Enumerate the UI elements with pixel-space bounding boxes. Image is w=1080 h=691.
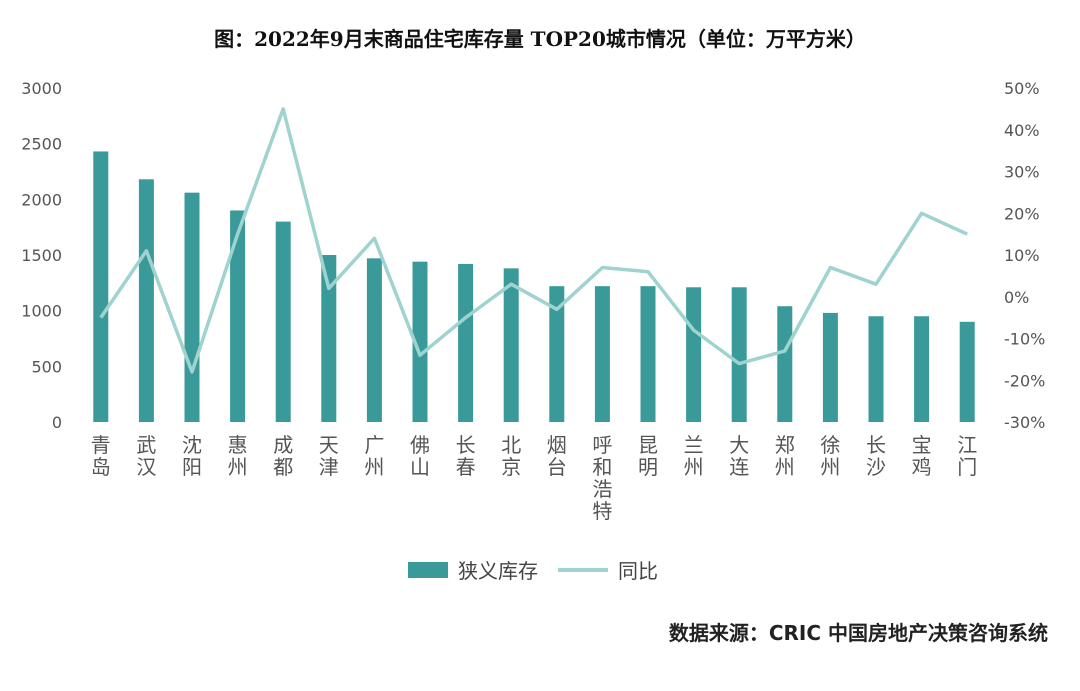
y-left-tick-label: 500	[31, 357, 62, 376]
y-right-tick-label: 0%	[1004, 288, 1029, 307]
y-left-tick-label: 0	[52, 413, 62, 432]
category-label: 成都	[273, 433, 293, 479]
bar	[275, 221, 291, 422]
bar	[914, 316, 930, 422]
category-label: 呼和浩特	[592, 433, 612, 523]
y-axis-right: -30% -20% -10% 0% 10% 20% 30% 40% 50%	[1004, 79, 1045, 432]
legend-line-label: 同比	[618, 559, 658, 583]
y-left-tick-label: 1000	[21, 302, 62, 321]
bar	[412, 261, 428, 422]
bar	[230, 210, 246, 422]
y-left-tick-label: 3000	[21, 79, 62, 98]
line-series	[99, 107, 968, 374]
bar	[777, 306, 793, 422]
y-right-tick-label: -30%	[1004, 413, 1045, 432]
y-left-tick-label: 2000	[21, 190, 62, 209]
bar	[594, 286, 610, 422]
category-label: 江门	[957, 433, 977, 479]
series-line-yoy	[99, 107, 968, 374]
y-right-tick-label: 40%	[1004, 121, 1040, 140]
bar	[549, 286, 565, 422]
bar	[321, 255, 337, 422]
category-label: 天津	[319, 433, 339, 479]
category-label: 郑州	[775, 433, 795, 479]
category-label: 武汉	[136, 433, 156, 479]
category-label: 烟台	[547, 433, 567, 479]
legend: 狭义库存 同比	[408, 559, 658, 583]
category-label: 惠州	[228, 433, 248, 479]
category-label: 大连	[729, 433, 749, 479]
bar	[731, 287, 747, 422]
category-label: 青岛	[91, 433, 111, 479]
category-label: 昆明	[638, 433, 658, 479]
category-label: 沈阳	[182, 433, 202, 479]
bar	[366, 258, 382, 422]
chart-title: 图：2022年9月末商品住宅库存量 TOP20城市情况（单位：万平方米）	[214, 27, 866, 51]
category-label: 广州	[364, 433, 384, 479]
y-right-tick-label: 50%	[1004, 79, 1040, 98]
y-right-tick-label: -20%	[1004, 371, 1045, 390]
category-label: 佛山	[410, 433, 430, 479]
y-axis-left: 0 500 1000 1500 2000 2500 3000	[21, 79, 62, 432]
bar	[822, 312, 838, 422]
source-note: 数据来源：CRIC 中国房地产决策咨询系统	[669, 621, 1048, 645]
y-left-tick-label: 1500	[21, 246, 62, 265]
legend-bar-swatch	[408, 562, 448, 578]
bar	[640, 286, 656, 422]
category-label: 长春	[456, 433, 476, 479]
bar	[184, 192, 200, 422]
y-left-tick-label: 2500	[21, 135, 62, 154]
bar	[868, 316, 884, 422]
category-label: 徐州	[820, 433, 840, 479]
category-label: 北京	[501, 433, 521, 479]
y-right-tick-label: -10%	[1004, 330, 1045, 349]
bar	[458, 263, 474, 422]
bar-series	[93, 151, 975, 422]
bar	[503, 268, 519, 422]
y-right-tick-label: 20%	[1004, 204, 1040, 223]
category-label: 长沙	[866, 433, 886, 479]
bar	[686, 287, 702, 422]
category-label: 兰州	[684, 433, 704, 479]
bar	[959, 321, 975, 422]
bar	[138, 179, 154, 422]
category-label: 宝鸡	[912, 433, 932, 479]
y-right-tick-label: 30%	[1004, 163, 1040, 182]
y-right-tick-label: 10%	[1004, 246, 1040, 265]
bar	[93, 151, 109, 422]
legend-bar-label: 狭义库存	[458, 559, 538, 583]
